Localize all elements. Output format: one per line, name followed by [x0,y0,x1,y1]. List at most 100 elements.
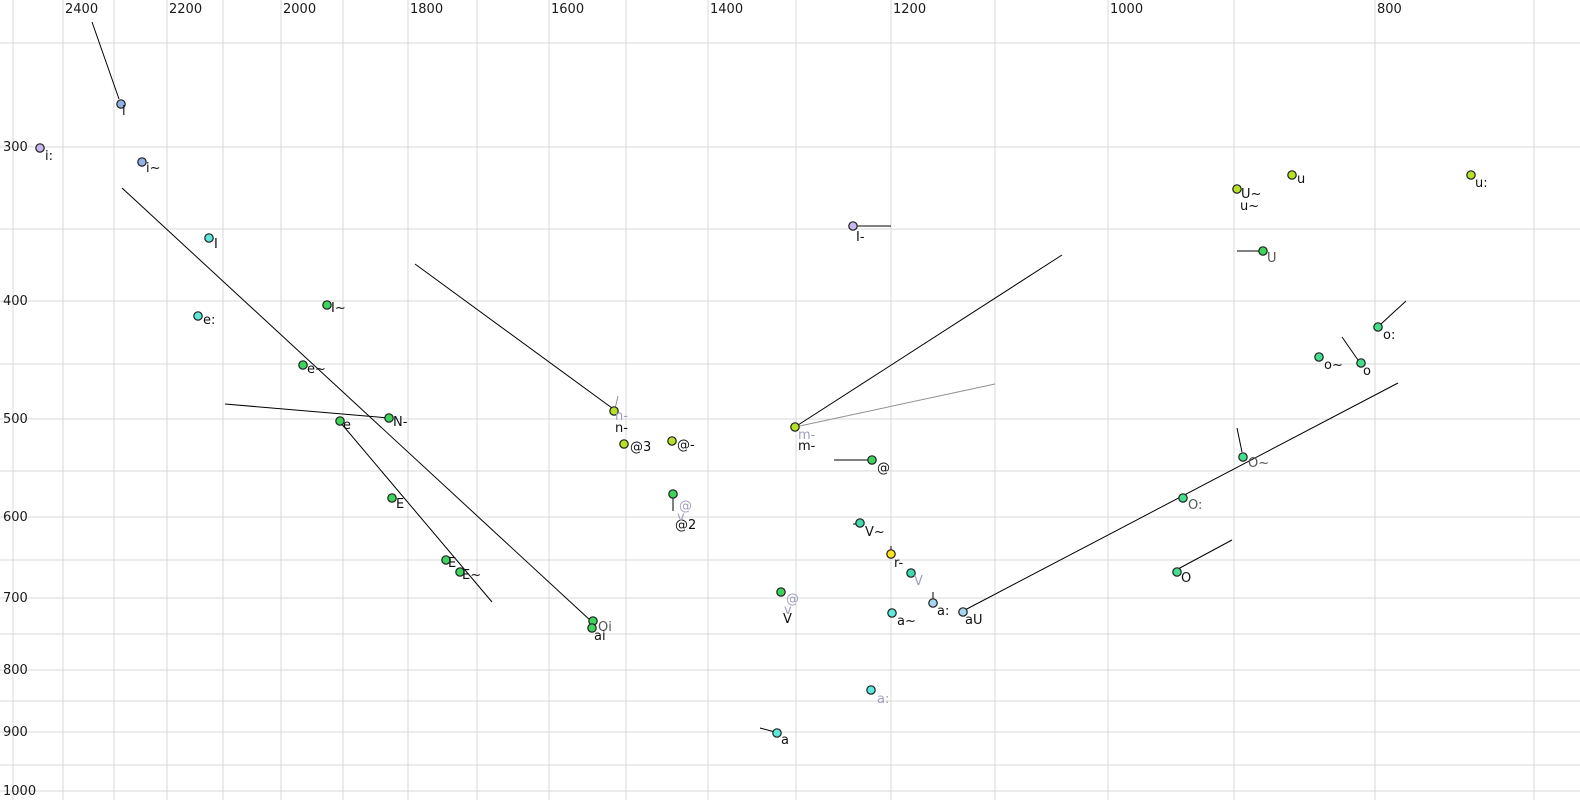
data-point[interactable] [928,598,938,608]
data-point[interactable] [137,157,147,167]
data-point[interactable] [1172,567,1182,577]
point-label: e~ [307,362,326,377]
x-axis-tick-label: 1000 [1110,2,1143,17]
data-point[interactable] [772,728,782,738]
point-label: E [448,556,456,571]
data-point[interactable] [193,311,203,321]
data-point[interactable] [1466,170,1476,180]
data-point[interactable] [1373,322,1383,332]
point-label: aU [965,613,982,628]
trajectory-line [1380,300,1407,325]
point-label: @2 [675,518,696,533]
trajectory-line [1341,336,1359,361]
data-point[interactable] [322,300,332,310]
y-axis-tick-label: 500 [3,412,28,427]
data-point[interactable] [619,439,629,449]
data-point[interactable] [668,489,678,499]
data-point[interactable] [667,436,677,446]
data-point[interactable] [887,608,897,618]
data-point[interactable] [855,518,865,528]
point-label: ai [594,629,606,644]
point-label: o [1363,364,1371,379]
point-label: V [914,574,923,589]
data-point[interactable] [298,360,308,370]
data-point[interactable] [204,233,214,243]
point-label: e: [203,313,215,328]
data-point[interactable] [35,143,45,153]
trajectory-line [794,383,996,428]
y-axis-tick-label: 700 [3,591,28,606]
point-extra-label: n- [615,409,628,424]
point-label: Oi [598,620,612,635]
trajectory-line [91,21,120,100]
point-label: i [122,104,126,119]
point-label: e [343,418,351,433]
data-point[interactable] [384,413,394,423]
point-label: V [783,612,792,627]
data-point[interactable] [116,99,126,109]
point-extra-label: v [677,510,685,525]
point-label: O [1181,571,1191,586]
trajectory-line [339,421,493,603]
y-axis-tick-label: 1000 [3,784,36,799]
x-axis-tick-label: 1200 [893,2,926,17]
trajectory-line [121,187,592,622]
point-label: @- [677,438,695,453]
point-label: m- [798,439,816,454]
point-label: a: [937,604,949,619]
point-label: I- [856,230,865,245]
data-point[interactable] [441,555,451,565]
data-point[interactable] [1287,170,1297,180]
data-point[interactable] [1314,352,1324,362]
point-extra-label: m- [798,428,816,443]
point-label: O~ [1248,456,1269,471]
x-axis-tick-label: 800 [1377,2,1402,17]
point-label: I [214,237,218,252]
data-point[interactable] [848,221,858,231]
point-label: a~ [897,614,916,629]
data-point[interactable] [587,623,597,633]
point-label: E~ [462,568,481,583]
data-point[interactable] [1258,246,1268,256]
data-point[interactable] [958,607,968,617]
point-label: i: [45,149,53,164]
x-axis-tick-label: 2200 [169,2,202,17]
data-point[interactable] [1232,184,1242,194]
data-point[interactable] [776,587,786,597]
point-label: U [1267,251,1277,266]
point-label: u: [1475,176,1488,191]
data-point[interactable] [866,685,876,695]
point-extra-label: u~ [1240,199,1259,214]
data-point[interactable] [1356,358,1366,368]
data-point[interactable] [1238,452,1248,462]
point-label: a: [877,692,889,707]
data-point[interactable] [455,567,465,577]
data-point[interactable] [906,568,916,578]
point-label: r- [894,556,904,571]
data-point[interactable] [387,493,397,503]
point-label: @3 [630,440,651,455]
point-label: u [1297,172,1305,187]
x-axis-tick-label: 2400 [65,2,98,17]
trajectory-line [1177,539,1233,570]
point-label: E [396,497,404,512]
point-label: @ [877,461,890,476]
point-label: n- [615,421,628,436]
x-axis-tick-label: 1600 [551,2,584,17]
point-label: N- [393,415,408,430]
data-point[interactable] [1178,493,1188,503]
trajectory-line [224,403,390,419]
point-label: I~ [331,301,346,316]
point-extra-label: @ [679,499,692,514]
data-point[interactable] [790,422,800,432]
data-point[interactable] [886,549,896,559]
data-point[interactable] [609,406,619,416]
trajectory-line [414,263,613,409]
y-axis-tick-label: 400 [3,294,28,309]
point-label: o: [1383,328,1395,343]
data-point[interactable] [867,455,877,465]
point-extra-label: v [784,603,792,618]
data-point[interactable] [335,416,345,426]
